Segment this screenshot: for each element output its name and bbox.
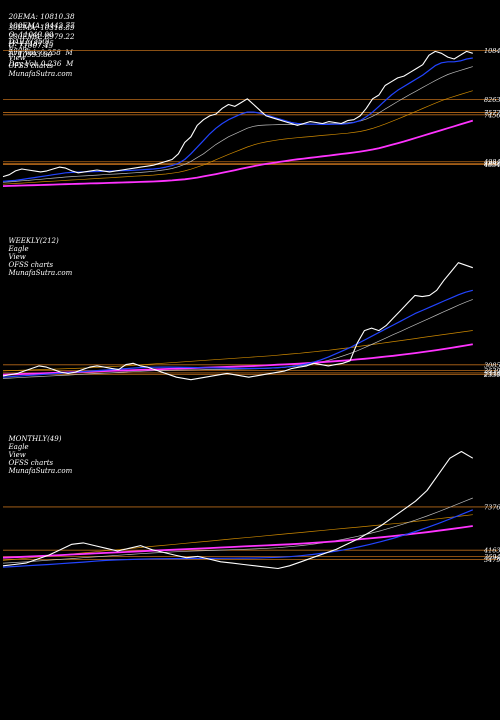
monthly-ema-long-line <box>2 525 473 559</box>
monthly-title-period: MONTHLY(49) <box>8 435 62 443</box>
daily-panel-title: DAILY(250) Eagle View OFSS charts Munafa… <box>4 30 76 78</box>
weekly-ema-mid-line <box>2 330 473 372</box>
daily-price-line <box>2 50 473 178</box>
weekly-ema-short-line <box>2 289 473 378</box>
daily-level-label: 4884 <box>483 160 500 168</box>
monthly-ema-short-line <box>2 509 474 568</box>
daily-level-label: 4984 <box>483 158 500 166</box>
daily-level-label: 7456 <box>484 111 500 119</box>
ema200-value: 200EMA: 8979.22 <box>8 32 75 41</box>
daily-title-view: View <box>8 54 26 62</box>
weekly-title-period: WEEKLY(212) <box>8 237 59 245</box>
monthly-ema-grey-line <box>2 497 473 564</box>
monthly-ema-mid-line <box>2 514 473 561</box>
weekly-panel-title: WEEKLY(212) Eagle View OFSS charts Munaf… <box>4 229 76 277</box>
high-value: H: 11187.15 <box>8 39 54 48</box>
monthly-title-eagle: Eagle <box>8 443 29 451</box>
monthly-title-site: MunafaSutra.com <box>8 467 73 475</box>
header-row-2: 30EMA: 10318.89 200EMA: 8979.22 C: 11007… <box>4 14 79 68</box>
daily-level-label: 1084 <box>484 47 500 55</box>
daily-level-label: 7577 <box>484 109 500 117</box>
monthly-level-label: 4163 <box>483 547 500 555</box>
monthly-level-label: 3694 <box>484 553 500 561</box>
ema100-value: 100EMA: 9442.77 <box>8 21 75 30</box>
daily-title-eagle: Eagle <box>8 46 29 54</box>
monthly-price-line <box>2 450 474 570</box>
daily-ema-mid-line <box>2 90 473 185</box>
daily-level-label: 4834 <box>483 161 500 169</box>
weekly-level-label: 2330 <box>483 371 500 379</box>
ema20-value: 20EMA: 10810.38 <box>8 12 75 21</box>
open-value: O: 11049.00 <box>8 30 54 39</box>
daily-ema-long-line <box>2 119 474 187</box>
header-row-1: 20EMA: 10810.38 100EMA: 9442.77 O: 11049… <box>4 3 79 57</box>
ema30-value: 30EMA: 10318.89 <box>8 23 75 32</box>
daily-title-symbol: OFSS charts <box>8 62 54 70</box>
weekly-title-site: MunafaSutra.com <box>8 269 73 277</box>
weekly-title-eagle: Eagle <box>8 245 29 253</box>
daily-title-site: MunafaSutra.com <box>8 70 73 78</box>
weekly-level-label: 2630 <box>483 367 500 375</box>
avg-vol-value: Avg Vol: 0.258 M <box>8 48 73 57</box>
monthly-title-symbol: OFSS charts <box>8 459 54 467</box>
monthly-level-label: 7376 <box>484 503 500 511</box>
monthly-panel-title: MONTHLY(49) Eagle View OFSS charts Munaf… <box>4 427 76 475</box>
daily-level-label: 8263 <box>484 96 500 104</box>
low-value: L: 10993.80 <box>8 50 53 59</box>
weekly-price-line <box>2 262 473 381</box>
monthly-level-label: 3479 <box>484 556 500 564</box>
close-value: C: 11007.45 <box>8 41 54 50</box>
daily-ema-grey-line <box>2 66 473 183</box>
monthly-title-view: View <box>8 451 26 459</box>
day-vol-value: Day Vol: 0.236 M <box>8 59 74 68</box>
weekly-level-label: 2444 <box>483 369 500 377</box>
weekly-ema-grey-line <box>2 299 473 379</box>
daily-title-period: DAILY(250) <box>8 38 50 46</box>
weekly-level-label: 3085 <box>484 361 500 369</box>
weekly-title-symbol: OFSS charts <box>8 261 54 269</box>
weekly-title-view: View <box>8 253 26 261</box>
